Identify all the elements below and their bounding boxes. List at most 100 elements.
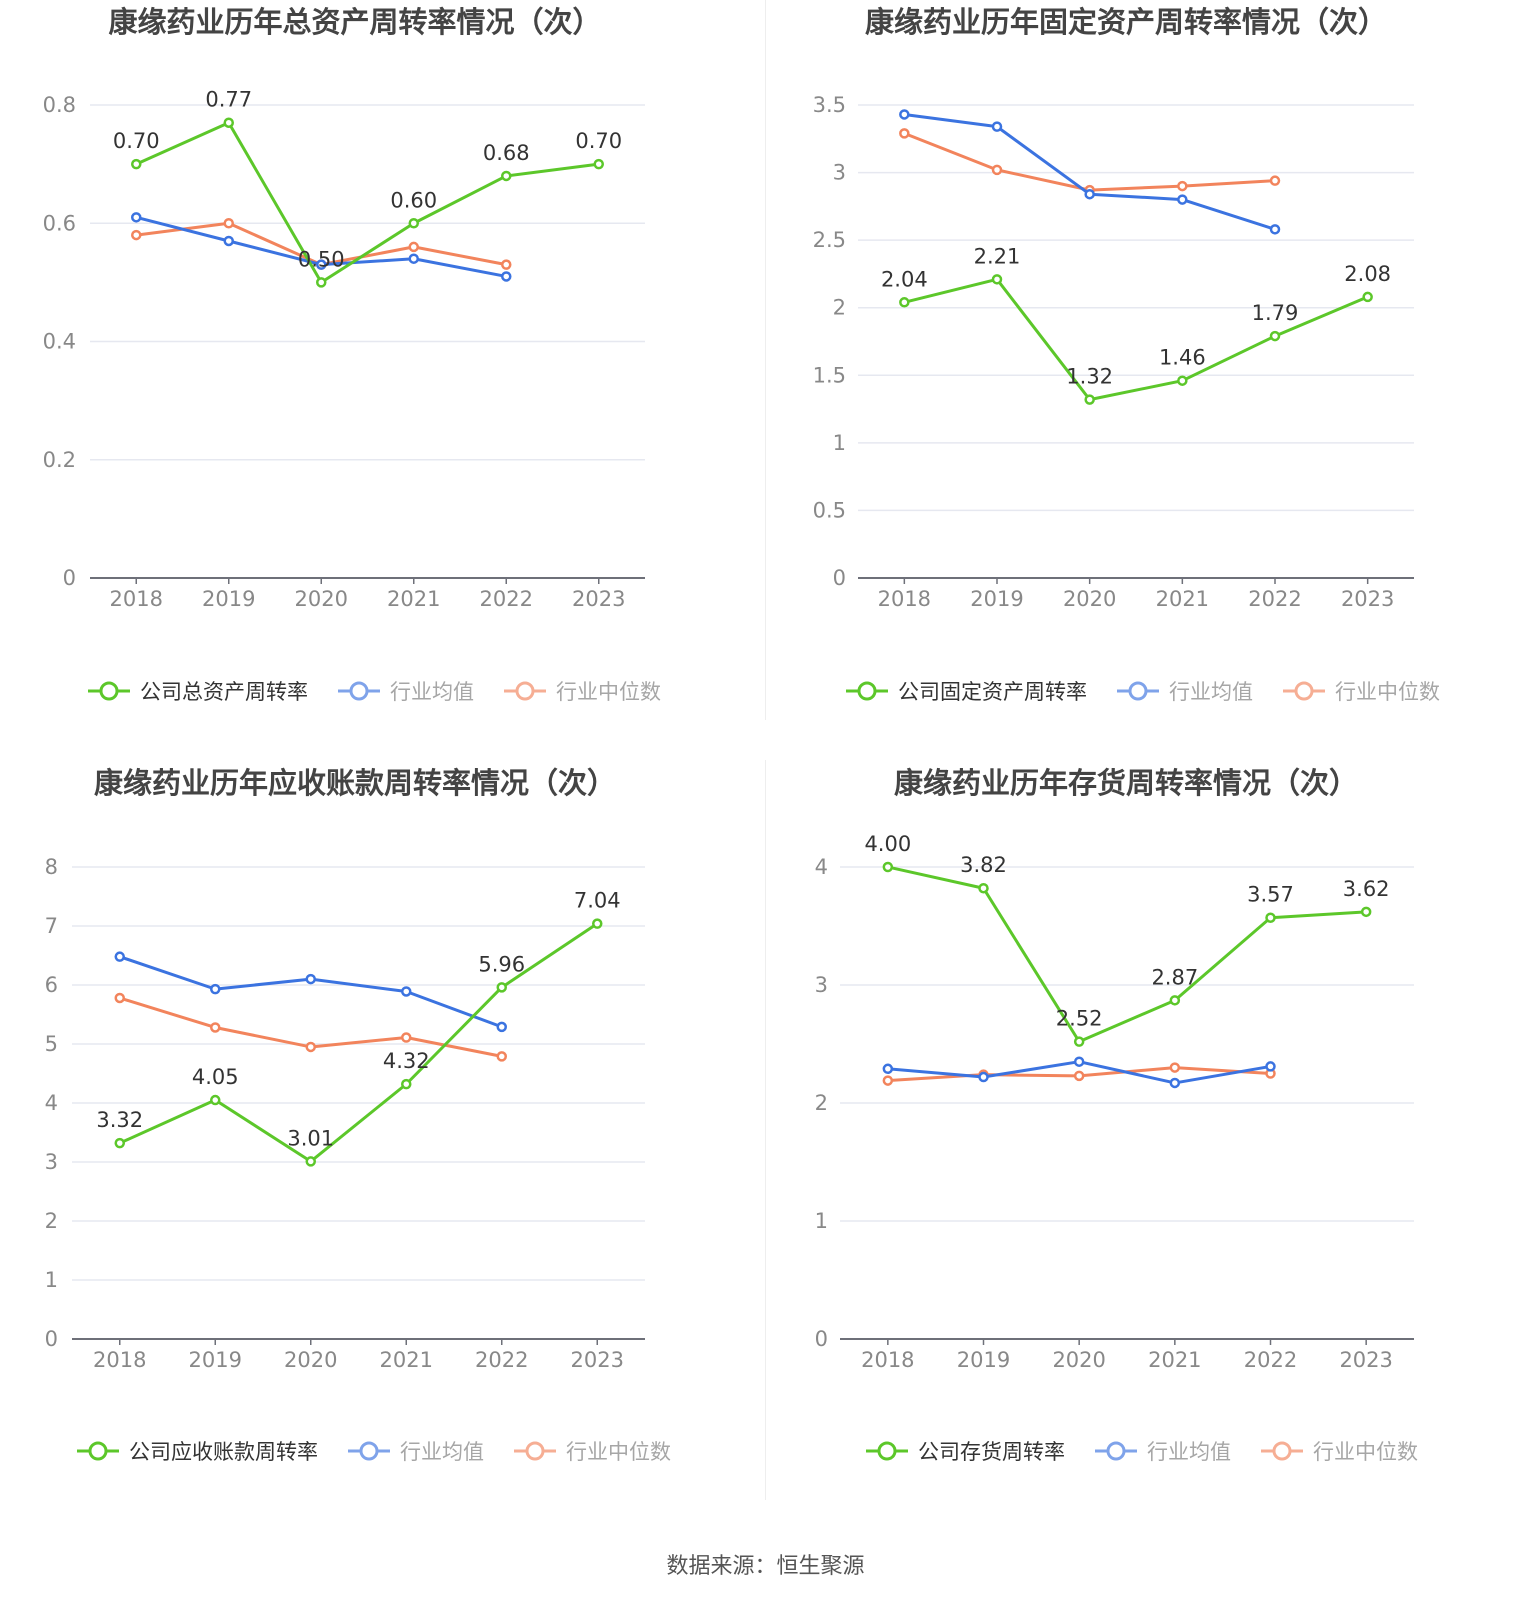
data-label: 4.05: [192, 1065, 239, 1089]
data-point-avg: [401, 986, 412, 997]
legend-label: 行业中位数: [566, 1440, 671, 1464]
legend-item-avg[interactable]: 行业均值: [1095, 1440, 1231, 1464]
data-label: 2.04: [881, 267, 928, 291]
x-tick-label: 2018: [93, 1348, 146, 1372]
data-label: 2.08: [1344, 262, 1391, 286]
data-point-company: [131, 158, 142, 170]
data-point-median: [408, 241, 419, 253]
legend-label: 行业中位数: [1313, 1440, 1418, 1464]
data-label: 1.46: [1159, 346, 1206, 370]
chart-panel-total-asset: 康缘药业历年总资产周转率情况（次） 0 0.2 0.4 0.6 0.8 2018 2019 20…: [0, 0, 765, 780]
data-label: 1.79: [1252, 301, 1299, 325]
y-tick-label: 7: [45, 914, 58, 938]
y-tick-label: 2: [45, 1209, 58, 1233]
data-point-company: [316, 277, 327, 288]
data-point-avg: [1265, 1061, 1276, 1072]
panel-divider-bottom: [765, 760, 766, 1500]
x-tick-label: 2018: [110, 587, 163, 611]
data-label: 5.96: [478, 952, 525, 976]
data-point-avg: [1084, 188, 1095, 200]
legend-marker-icon: [515, 681, 535, 701]
legend-item-company[interactable]: 公司固定资产周转率: [846, 680, 1087, 704]
data-point-company: [401, 1078, 412, 1090]
legend-item-avg[interactable]: 行业均值: [1117, 680, 1253, 704]
legend-item-company[interactable]: 公司存货周转率: [866, 1440, 1065, 1464]
y-tick-label: 6: [45, 973, 58, 997]
data-point-company: [496, 982, 507, 993]
data-point-avg: [496, 1021, 507, 1033]
data-point-company: [978, 882, 989, 894]
data-label: 4.32: [383, 1049, 430, 1073]
data-point-median: [210, 1022, 221, 1033]
x-tick-label: 2021: [387, 587, 440, 611]
data-point-avg: [114, 951, 125, 962]
legend-item-median[interactable]: 行业中位数: [504, 680, 661, 704]
series-line-company: [135, 121, 599, 284]
legend-item-avg[interactable]: 行业均值: [348, 1440, 484, 1464]
x-tick-label: 2022: [475, 1348, 528, 1372]
series-line-median: [903, 131, 1276, 192]
data-point-median: [223, 218, 234, 229]
data-point-median: [305, 1041, 316, 1053]
data-point-median: [899, 128, 910, 139]
data-point-avg: [210, 983, 221, 995]
data-point-company: [1084, 394, 1095, 405]
data-label: 0.60: [390, 188, 437, 212]
data-point-company: [114, 1137, 125, 1149]
data-point-company: [899, 297, 910, 308]
legend-item-company[interactable]: 公司应收账款周转率: [77, 1440, 318, 1464]
chart-total-asset-turnover: 康缘药业历年总资产周转率情况（次） 0 0.2 0.4 0.6 0.8 2018 2019 20…: [43, 5, 661, 704]
data-point-company: [1177, 375, 1188, 386]
data-label: 3.01: [287, 1126, 334, 1150]
legend-label: 公司存货周转率: [918, 1440, 1065, 1464]
data-point-avg: [1169, 1077, 1181, 1089]
y-tick-label: 3: [833, 161, 846, 185]
data-label: 0.70: [113, 129, 160, 153]
y-tick-label: 8: [45, 855, 58, 879]
data-point-median: [1073, 1070, 1085, 1082]
data-point-avg: [305, 973, 316, 985]
series-line-company: [887, 865, 1367, 1044]
data-point-company: [1360, 906, 1372, 918]
data-label: 4.00: [864, 832, 911, 856]
legend-item-company[interactable]: 公司总资产周转率: [88, 680, 308, 704]
legend-label: 行业均值: [400, 1440, 484, 1464]
x-tick-label: 2020: [1063, 587, 1116, 611]
data-point-company: [501, 170, 512, 182]
data-label: 0.77: [205, 88, 252, 112]
y-tick-label: 0.2: [43, 448, 76, 472]
x-tick-label: 2018: [878, 587, 931, 611]
series-line-company: [119, 922, 599, 1163]
y-tick-label: 1: [815, 1209, 828, 1233]
chart-title: 康缘药业历年总资产周转率情况（次）: [108, 5, 601, 39]
data-point-median: [882, 1075, 894, 1086]
legend-label: 公司应收账款周转率: [129, 1440, 318, 1464]
x-tick-label: 2023: [1341, 587, 1394, 611]
legend-marker-icon: [1294, 681, 1314, 701]
x-tick-label: 2022: [1248, 587, 1301, 611]
x-tick-label: 2020: [284, 1348, 337, 1372]
data-label: 3.62: [1343, 877, 1390, 901]
y-tick-label: 2: [815, 1091, 828, 1115]
data-point-company: [592, 918, 603, 929]
legend-item-median[interactable]: 行业中位数: [1261, 1440, 1418, 1464]
data-point-company: [593, 158, 604, 170]
data-label: 3.57: [1247, 883, 1294, 907]
legend-marker-icon: [877, 1441, 897, 1461]
legend-item-median[interactable]: 行业中位数: [1283, 680, 1440, 704]
series-line-company: [903, 277, 1369, 402]
legend-marker-icon: [857, 681, 877, 701]
x-tick-label: 2023: [572, 587, 625, 611]
data-point-median: [1269, 175, 1281, 186]
chart-title: 康缘药业历年固定资产周转率情况（次）: [865, 5, 1387, 39]
chart-title: 康缘药业历年存货周转率情况（次）: [894, 766, 1358, 800]
y-tick-label: 1.5: [813, 363, 846, 387]
legend-marker-icon: [1106, 1441, 1126, 1461]
x-tick-label: 2019: [957, 1348, 1010, 1372]
data-point-avg: [408, 253, 419, 264]
legend-marker-icon: [1272, 1441, 1292, 1461]
data-label: 2.21: [974, 244, 1021, 268]
legend-item-avg[interactable]: 行业均值: [338, 680, 474, 704]
legend-item-median[interactable]: 行业中位数: [514, 1440, 671, 1464]
y-tick-label: 4: [815, 855, 828, 879]
